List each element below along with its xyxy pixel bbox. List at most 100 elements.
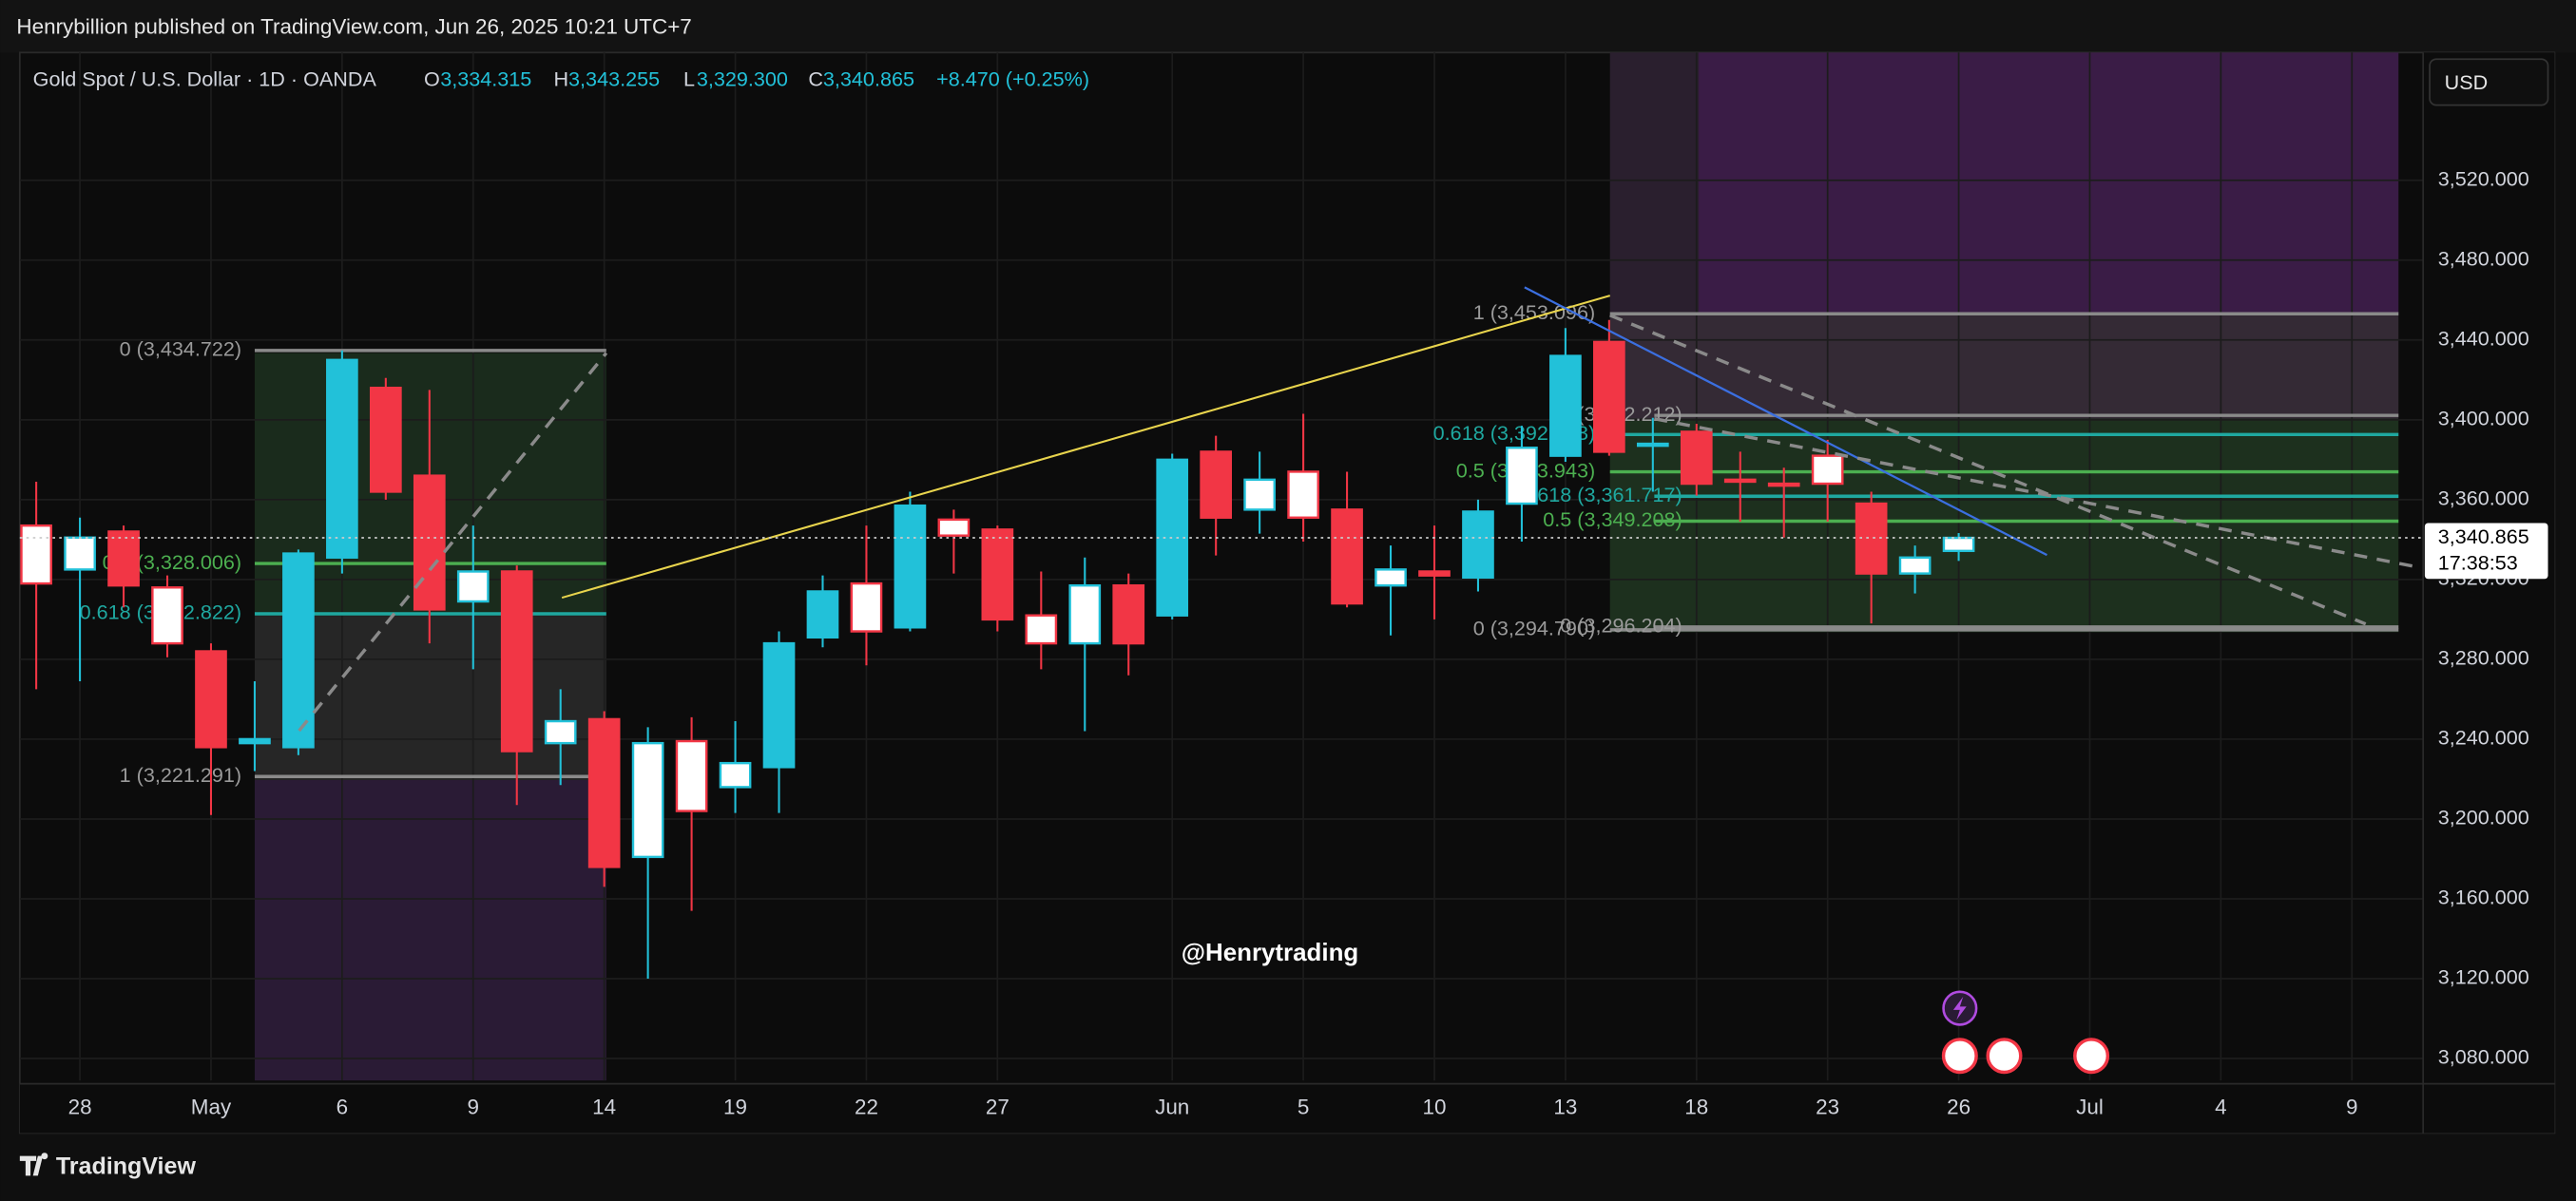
trendline <box>1524 286 2047 557</box>
x-tick-label: 26 <box>1947 1095 1970 1118</box>
fib-label: 0 (3,434.722) <box>120 337 241 361</box>
x-tick-label: 10 <box>1423 1095 1447 1118</box>
candle-body <box>981 528 1014 621</box>
x-tick-label: May <box>191 1095 232 1118</box>
price-axis <box>2423 52 2555 1134</box>
y-tick-label: 3,240.000 <box>2438 726 2529 750</box>
ohlc-value: 3,340.865 <box>823 67 914 90</box>
candle-body <box>544 719 577 745</box>
last-price-label: 3,340.865 <box>2438 524 2529 548</box>
change: +8.470 (+0.25%) <box>936 67 1089 90</box>
candle-body <box>1112 583 1145 645</box>
x-tick-label: 19 <box>723 1095 747 1118</box>
candle-body <box>1680 430 1713 486</box>
candle-body <box>937 518 971 537</box>
zone <box>1699 52 2399 315</box>
candle-body <box>1200 450 1233 519</box>
candle-body <box>282 552 315 749</box>
ohlc-key: O <box>424 67 440 90</box>
top-bar <box>0 0 2576 53</box>
event-icon[interactable] <box>2073 1038 2110 1075</box>
candle-body <box>500 570 533 753</box>
candle-body <box>631 741 664 859</box>
y-tick-label: 3,080.000 <box>2438 1045 2529 1069</box>
y-tick-label: 3,400.000 <box>2438 407 2529 430</box>
candle-body <box>195 650 227 749</box>
currency: USD <box>2445 70 2489 94</box>
zone <box>1609 418 2399 633</box>
dashed-line <box>1654 416 2415 568</box>
y-tick-label: 3,480.000 <box>2438 246 2529 270</box>
candle-body <box>1723 478 1757 484</box>
time-axis <box>19 1083 2424 1134</box>
y-tick-label: 3,360.000 <box>2438 486 2529 510</box>
symbol: Gold Spot / U.S. Dollar · 1D · OANDA <box>33 67 377 90</box>
candle-body <box>806 590 839 639</box>
ohlc-value: 3,343.255 <box>568 67 660 90</box>
x-tick-label: 27 <box>986 1095 1009 1118</box>
footer: TradingView <box>19 1153 197 1179</box>
zone <box>1609 315 2399 419</box>
x-tick-label: 18 <box>1684 1095 1708 1118</box>
x-tick-label: 9 <box>468 1095 480 1118</box>
candle-body <box>1025 614 1058 645</box>
candle-body <box>1942 536 1975 553</box>
brand: TradingView <box>56 1153 197 1179</box>
candle-body <box>1767 482 1800 487</box>
candle-body <box>1462 510 1494 579</box>
fib-label: 1 (3,453.096) <box>1473 300 1595 324</box>
x-tick-label: 6 <box>336 1095 348 1118</box>
fib-label: 0 (3,296.204) <box>1560 614 1682 638</box>
event-icon[interactable] <box>1986 1038 2023 1075</box>
event-icon[interactable] <box>1941 1038 1978 1075</box>
y-tick-label: 3,440.000 <box>2438 327 2529 351</box>
dashed-line <box>298 352 608 733</box>
candle-body <box>1287 470 1319 519</box>
candle-body <box>1593 340 1625 453</box>
candle-body <box>239 737 271 745</box>
drawings <box>254 52 2399 1081</box>
candle-body <box>20 524 52 585</box>
x-tick-label: 22 <box>855 1095 878 1118</box>
candle-body <box>1068 583 1102 645</box>
fib-label: 0 (3,294.790) <box>1473 617 1595 640</box>
x-tick-label: 9 <box>2346 1095 2358 1118</box>
candle-body <box>1331 508 1363 605</box>
last-price-tag <box>2424 523 2548 580</box>
candle-body <box>413 474 446 611</box>
candle-body <box>1375 568 1407 587</box>
candle-body <box>326 358 358 559</box>
candle-body <box>719 761 752 789</box>
candle-body <box>894 504 927 629</box>
y-tick-label: 3,280.000 <box>2438 646 2529 670</box>
candle-body <box>1549 354 1582 457</box>
candle-body <box>456 570 490 603</box>
publish-info: Henrybillion published on TradingView.co… <box>16 14 691 38</box>
zone <box>254 779 606 1081</box>
x-tick-label: Jun <box>1155 1095 1189 1118</box>
candle-body <box>762 641 796 769</box>
candle-body <box>850 581 883 633</box>
fib-label: 1 (3,221.291) <box>120 763 241 787</box>
candle-body <box>675 739 708 812</box>
x-tick-label: 5 <box>1298 1095 1310 1118</box>
candle-body <box>151 586 183 645</box>
ohlc-key: C <box>808 67 823 90</box>
x-tick-label: 14 <box>592 1095 616 1118</box>
lightning-icon <box>1952 997 1967 1020</box>
currency-button[interactable] <box>2429 58 2549 106</box>
ohlc-key: L <box>683 67 695 90</box>
x-tick-label: 23 <box>1816 1095 1839 1118</box>
countdown: 17:38:53 <box>2438 550 2518 574</box>
candle-body <box>1636 442 1669 448</box>
candle-body <box>1418 570 1451 577</box>
x-tick-label: 28 <box>68 1095 92 1118</box>
y-tick-label: 3,120.000 <box>2438 965 2529 989</box>
ohlc-value: 3,329.300 <box>697 67 788 90</box>
x-tick-label: 13 <box>1553 1095 1577 1118</box>
ohlc-value: 3,334.315 <box>440 67 531 90</box>
candle-body <box>107 530 140 587</box>
ohlc-key: H <box>553 67 568 90</box>
candle-body <box>1243 478 1276 511</box>
